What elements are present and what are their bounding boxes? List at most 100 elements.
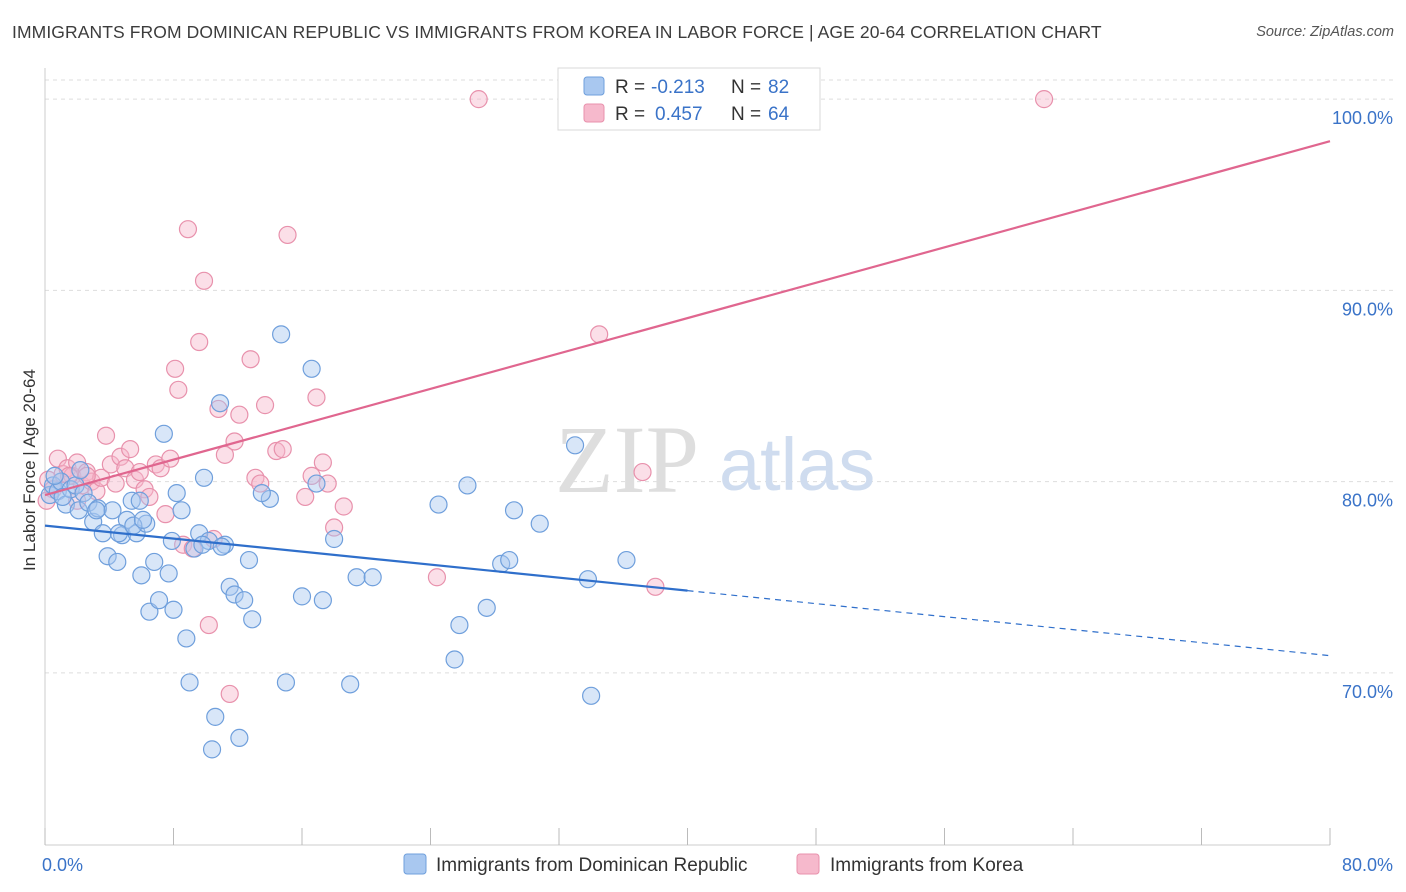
- korea-point: [273, 440, 292, 459]
- dominican-point: [292, 587, 312, 606]
- dominican-point: [445, 650, 464, 669]
- legend-n-value-blue: 82: [768, 77, 789, 98]
- dominican-point: [193, 535, 212, 554]
- dominican-point: [458, 476, 477, 495]
- dominican-point: [210, 394, 230, 413]
- korea-point: [241, 350, 260, 369]
- dominican-point: [103, 501, 122, 520]
- korea-point: [296, 487, 315, 507]
- dominican-point: [162, 531, 181, 551]
- x-tick-label-max: 80.0%: [1342, 855, 1393, 875]
- korea-point: [469, 90, 488, 109]
- dominican-point: [313, 591, 332, 610]
- korea-point: [111, 447, 130, 466]
- y-tick-label: 90.0%: [1342, 299, 1393, 319]
- dominican-point: [617, 550, 636, 570]
- dominican-point: [239, 550, 259, 570]
- dominican-point: [477, 598, 496, 617]
- korea-point: [334, 497, 353, 516]
- dominican-point: [504, 501, 524, 520]
- korea-point: [96, 426, 116, 445]
- korea-point: [156, 505, 175, 524]
- dominican-point: [130, 491, 149, 510]
- legend-r-label-blue: R =: [615, 77, 645, 98]
- korea-point: [199, 615, 218, 635]
- korea-point: [633, 462, 652, 482]
- dominican-point: [154, 424, 173, 443]
- korea-point: [313, 453, 332, 472]
- dominican-point: [325, 529, 344, 549]
- dominican-point: [252, 484, 271, 503]
- bottom-legend: Immigrants from Dominican Republic Immig…: [403, 853, 1024, 876]
- grid-lines: [45, 79, 1395, 674]
- series-korea-points: [37, 90, 1054, 704]
- korea-point: [255, 396, 275, 415]
- bottom-legend-label-korea: Immigrants from Korea: [830, 855, 1024, 876]
- dominican-point: [363, 568, 382, 587]
- y-tick-label: 100.0%: [1332, 108, 1393, 128]
- dominican-point: [429, 495, 448, 514]
- korea-point: [194, 271, 214, 290]
- legend-swatch-blue: [583, 76, 605, 96]
- korea-point: [121, 440, 140, 459]
- dominican-point: [194, 468, 214, 487]
- watermark-atlas: atlas: [719, 423, 875, 506]
- dominican-point: [180, 673, 199, 692]
- korea-point: [101, 455, 120, 474]
- dominican-point: [582, 686, 601, 705]
- korea-point: [230, 405, 249, 424]
- dominican-point: [450, 615, 469, 635]
- dominican-point: [164, 600, 183, 619]
- dominican-trend-line-extension: [687, 590, 1331, 657]
- dominican-point: [53, 487, 72, 507]
- x-tick-label-min: 0.0%: [42, 855, 83, 875]
- dominican-point: [45, 466, 64, 485]
- source-label: Source: ZipAtlas.com: [1256, 24, 1394, 40]
- legend-r-value-pink: 0.457: [655, 104, 703, 125]
- korea-point: [166, 359, 185, 378]
- korea-point: [220, 684, 239, 704]
- korea-point: [130, 462, 149, 482]
- dominican-point: [272, 325, 291, 344]
- dominican-point: [243, 610, 262, 629]
- dominican-point: [167, 484, 186, 503]
- dominican-point: [69, 501, 88, 520]
- korea-point: [427, 568, 447, 587]
- korea-point: [246, 468, 265, 487]
- dominican-point: [172, 501, 191, 520]
- dominican-point: [307, 474, 326, 493]
- y-tick-label: 70.0%: [1342, 682, 1393, 702]
- korea-trend-line: [44, 140, 1331, 497]
- dominican-point: [206, 707, 225, 726]
- dominican-point: [341, 675, 360, 694]
- dominican-point: [98, 547, 117, 566]
- korea-point: [307, 388, 326, 407]
- bottom-legend-swatch-dominican: [403, 853, 427, 875]
- dominican-point: [132, 566, 151, 585]
- dominican-point: [108, 552, 127, 572]
- dominican-point: [145, 552, 164, 572]
- legend-n-label-blue: N =: [731, 77, 761, 98]
- trend-lines: [44, 140, 1331, 657]
- dominican-point: [71, 461, 90, 480]
- bottom-legend-label-dominican: Immigrants from Dominican Republic: [436, 855, 748, 876]
- dominican-point: [133, 510, 153, 529]
- legend-r-label-pink: R =: [615, 104, 645, 125]
- axes: [44, 68, 1331, 846]
- legend-n-value-pink: 64: [768, 104, 790, 125]
- dominican-point: [212, 537, 231, 556]
- dominican-point: [225, 585, 244, 604]
- dominican-point: [347, 568, 366, 587]
- legend-n-label-pink: N =: [731, 104, 761, 125]
- y-tick-label: 80.0%: [1342, 491, 1393, 511]
- dominican-point: [93, 524, 112, 543]
- zipatlas-watermark: ZIP atlas: [555, 406, 875, 513]
- tick-labels: 70.0% 80.0% 90.0% 100.0% 0.0% 80.0%: [42, 108, 1393, 875]
- dominican-point: [159, 564, 178, 583]
- dominican-point: [149, 591, 169, 610]
- korea-point: [1034, 90, 1054, 109]
- dominican-point: [202, 740, 222, 759]
- korea-point: [267, 441, 286, 461]
- korea-point: [140, 487, 159, 507]
